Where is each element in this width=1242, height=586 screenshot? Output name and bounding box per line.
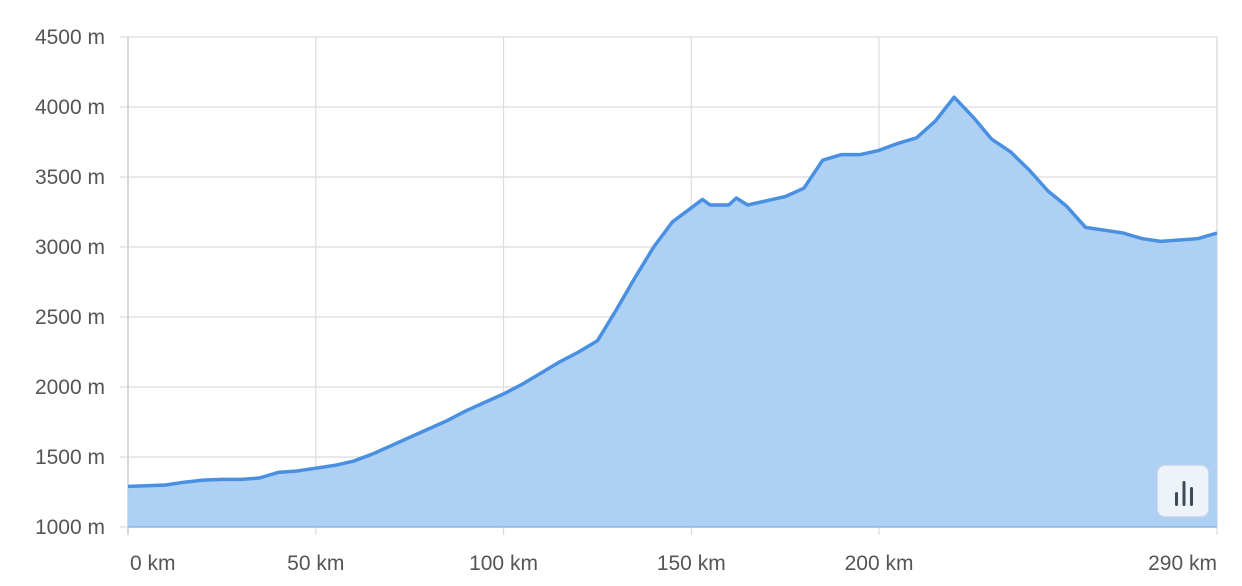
y-tick-label: 4500 m <box>35 26 105 49</box>
chart-type-toggle-button[interactable] <box>1157 465 1209 517</box>
y-tick-label: 3500 m <box>35 166 105 189</box>
x-tick-label: 50 km <box>287 552 344 575</box>
elevation-line <box>127 95 1218 489</box>
y-tick-label: 4000 m <box>35 96 105 119</box>
elevation-area <box>128 97 1217 527</box>
y-tick-label: 2000 m <box>35 376 105 399</box>
y-tick-label: 1500 m <box>35 446 105 469</box>
y-tick-label: 2500 m <box>35 306 105 329</box>
y-tick-label: 3000 m <box>35 236 105 259</box>
x-tick-label: 200 km <box>845 552 914 575</box>
y-axis-labels: 1000 m 1500 m 2000 m 2500 m 3000 m 3500 m 4000… <box>35 26 105 539</box>
bar-chart-icon <box>1175 481 1193 506</box>
x-tick-label: 150 km <box>657 552 726 575</box>
x-tick-label: 290 km <box>1148 552 1217 575</box>
x-axis-labels: 0 km 50 km 100 km 150 km 200 km 290 km <box>130 552 1217 575</box>
y-tick-label: 1000 m <box>35 516 105 539</box>
x-tick-label: 0 km <box>130 552 176 575</box>
x-tick-label: 100 km <box>469 552 538 575</box>
